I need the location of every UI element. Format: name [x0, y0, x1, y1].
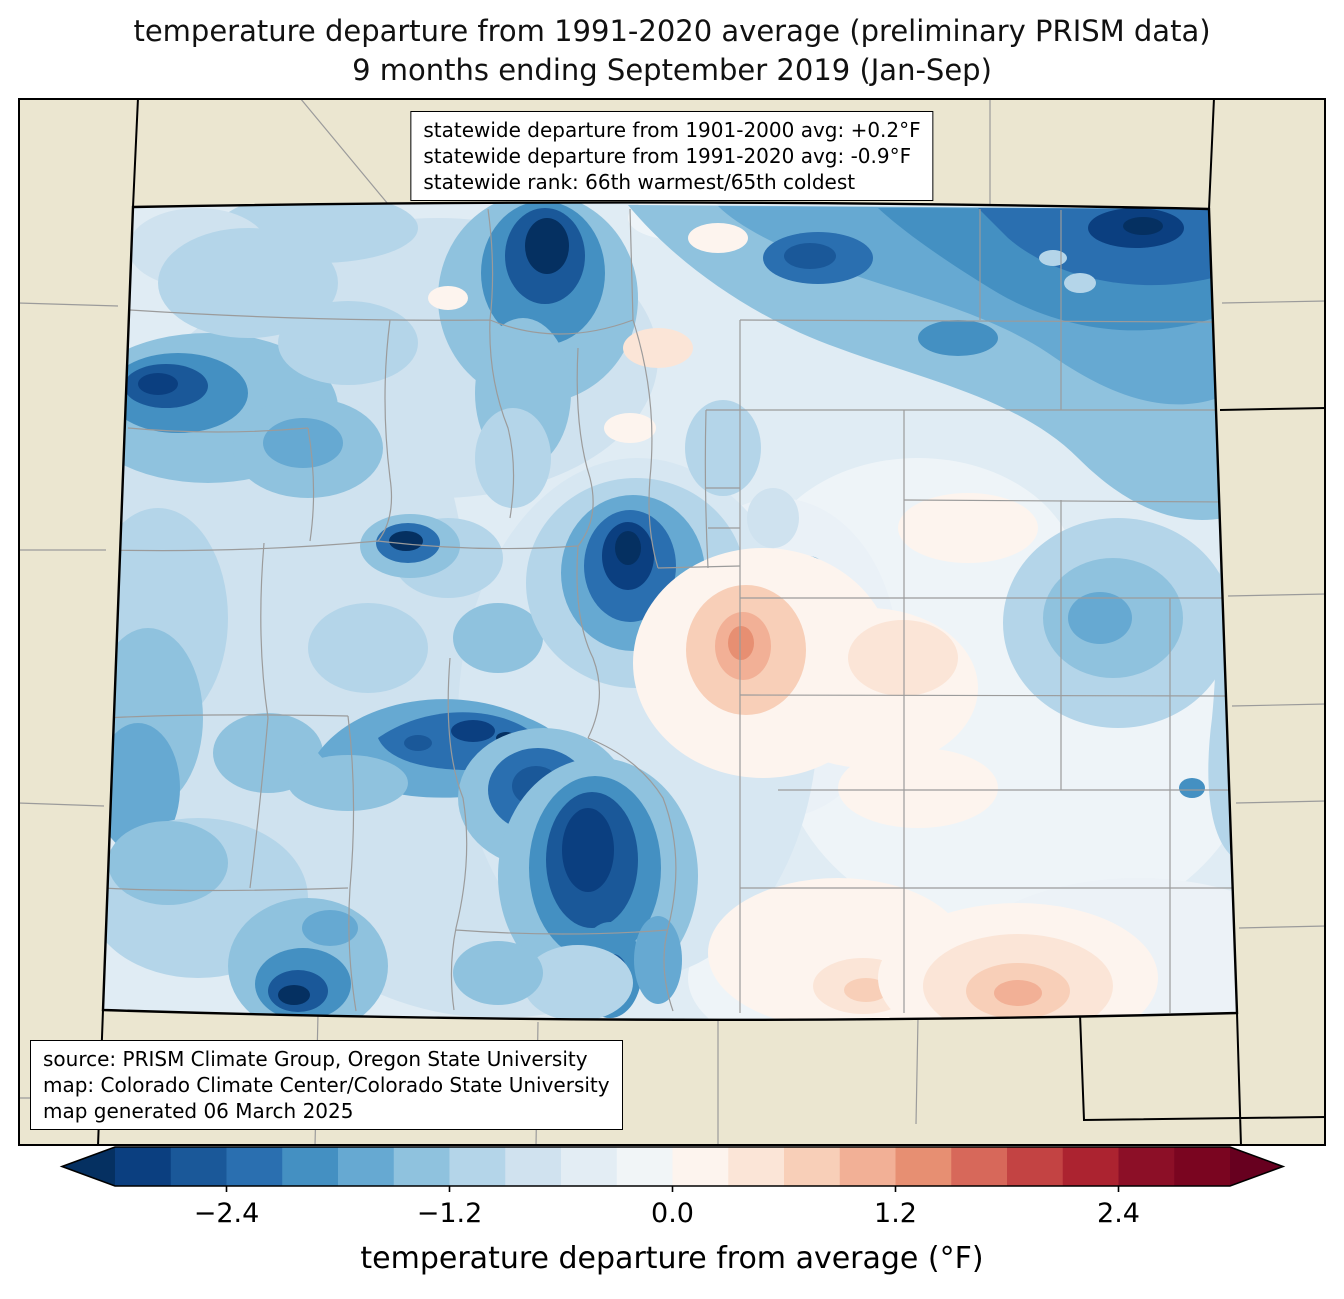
colorado-map [18, 98, 1326, 1146]
svg-text:−1.2: −1.2 [417, 1198, 483, 1229]
state-border [101, 201, 1239, 1022]
colorbar-left-arrow [62, 1147, 115, 1186]
svg-text:−2.4: −2.4 [194, 1198, 260, 1229]
svg-text:0.0: 0.0 [651, 1198, 694, 1229]
source-line-2: map: Colorado Climate Center/Colorado St… [43, 1073, 610, 1097]
colorbar-outline [59, 1146, 1286, 1187]
title-line-2: 9 months ending September 2019 (Jan-Sep) [352, 53, 992, 87]
source-box: source: PRISM Climate Group, Oregon Stat… [30, 1040, 623, 1130]
county-boundaries [103, 208, 1235, 1013]
stats-line-1: statewide departure from 1901-2000 avg: … [423, 118, 921, 142]
figure-title: temperature departure from 1991-2020 ave… [0, 12, 1344, 90]
stats-line-3: statewide rank: 66th warmest/65th coldes… [423, 170, 856, 194]
colorbar-ticks: −2.4 −1.2 0.0 1.2 2.4 [194, 1186, 1140, 1229]
stats-box: statewide departure from 1901-2000 avg: … [410, 111, 934, 201]
stats-line-2: statewide departure from 1991-2020 avg: … [423, 144, 912, 168]
source-line-3: map generated 06 March 2025 [43, 1099, 354, 1123]
temperature-field [103, 202, 1237, 1020]
colorbar-axis-label: temperature departure from average (°F) [360, 1241, 983, 1276]
title-line-1: temperature departure from 1991-2020 ave… [133, 14, 1211, 48]
axes-frame [18, 98, 1326, 1146]
svg-text:1.2: 1.2 [874, 1198, 917, 1229]
colorbar-legend: −2.4 −1.2 0.0 1.2 2.4 temperature departure … [59, 1146, 1286, 1276]
svg-text:2.4: 2.4 [1097, 1198, 1140, 1229]
colorbar-segments [115, 1147, 1231, 1186]
source-line-1: source: PRISM Climate Group, Oregon Stat… [43, 1047, 588, 1071]
colorbar-right-arrow [1230, 1147, 1283, 1186]
